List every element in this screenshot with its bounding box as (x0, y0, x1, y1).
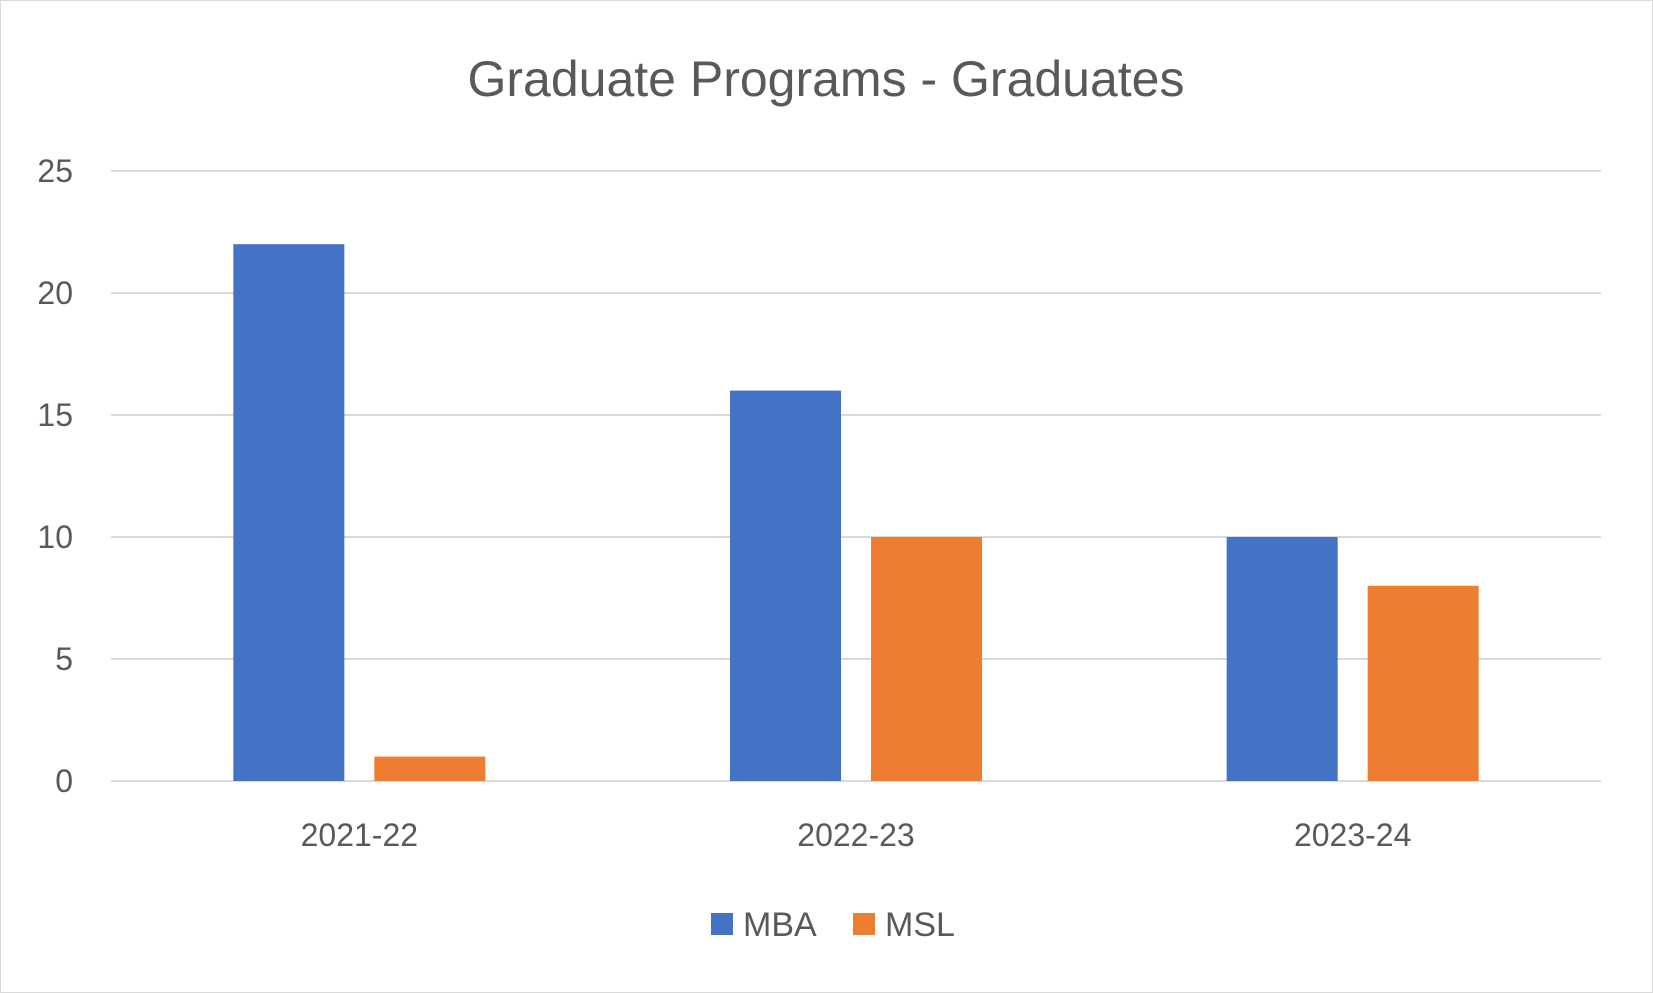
chart-title: Graduate Programs - Graduates (468, 51, 1185, 107)
legend-swatch-msl (853, 913, 875, 935)
bar-msl-2021-22 (374, 756, 486, 781)
bar-mba-2021-22 (233, 244, 345, 781)
y-tick-label: 5 (55, 641, 73, 677)
x-tick-label: 2022-23 (797, 817, 914, 853)
y-tick-label: 15 (37, 397, 73, 433)
y-tick-label: 25 (37, 153, 73, 189)
y-tick-label: 0 (55, 763, 73, 799)
legend-swatch-mba (711, 913, 733, 935)
legend-label-msl: MSL (885, 906, 955, 944)
legend-label-mba: MBA (743, 906, 817, 944)
x-tick-label: 2021-22 (301, 817, 418, 853)
bar-mba-2023-24 (1226, 537, 1338, 781)
x-axis-ticks: 2021-22 2022-23 2023-24 (301, 817, 1412, 853)
x-tick-label: 2023-24 (1294, 817, 1411, 853)
y-tick-label: 20 (37, 275, 73, 311)
bar-msl-2022-23 (871, 537, 982, 781)
legend: MBA MSL (711, 906, 955, 944)
gridlines (111, 170, 1601, 782)
y-axis-ticks: 0 5 10 15 20 25 (37, 153, 73, 799)
y-tick-label: 10 (37, 519, 73, 555)
bar-mba-2022-23 (730, 390, 841, 781)
bar-msl-2023-24 (1367, 585, 1479, 781)
bars (233, 244, 1479, 781)
